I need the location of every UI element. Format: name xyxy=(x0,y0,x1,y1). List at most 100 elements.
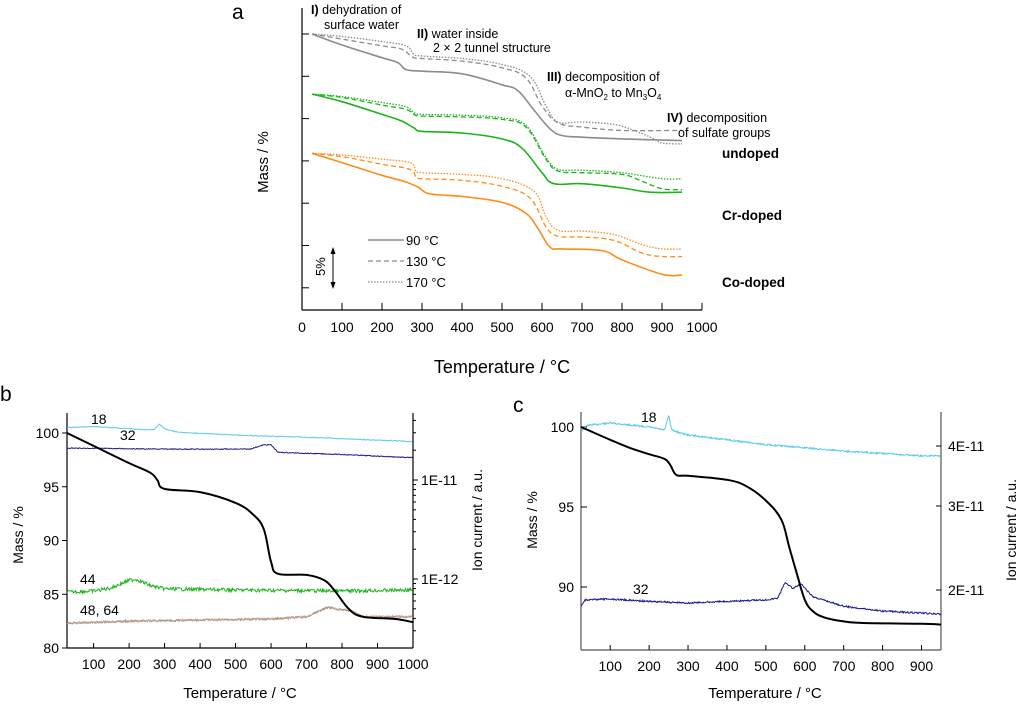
panel-a-annotations: I) dehydration of surface water II) wate… xyxy=(311,3,785,290)
panel-a-x-tick-label: 800 xyxy=(610,319,634,335)
ion-label-c-1: 18 xyxy=(641,409,657,425)
panel-a-label: a xyxy=(232,1,244,24)
panel-b-y2label: Ion current / a.u. xyxy=(469,469,485,571)
panel-c-x-tick-label: 400 xyxy=(715,658,739,674)
annotation-4-line2: of sulfate groups xyxy=(678,126,770,140)
mass-curve-c xyxy=(580,426,942,626)
annotation-1-line2: surface water xyxy=(324,18,399,32)
ion-label-b-2: 32 xyxy=(120,427,136,443)
panel-c-ylabel: Mass / % xyxy=(524,491,540,549)
panel-c-y-tick-label: 95 xyxy=(558,499,574,515)
panel-c-x-tick-label: 300 xyxy=(676,658,700,674)
series-undoped-dotted xyxy=(311,33,683,145)
panel-c-y2-tick-label: 3E-11 xyxy=(948,498,985,514)
panel-c-y-tick-label: 100 xyxy=(551,419,575,435)
panel-a-x-tick-label: 0 xyxy=(298,319,306,335)
panel-c-y2label: Ion current / a.u. xyxy=(1003,479,1019,581)
panel-b-x-tick-label: 900 xyxy=(366,656,390,672)
series-undoped-solid xyxy=(311,33,683,142)
panel-a-xlabel: Temperature / °C xyxy=(434,357,570,377)
panel-a-x-tick-label: 400 xyxy=(450,319,474,335)
panel-b-y-tick-label: 95 xyxy=(43,479,59,495)
ion-curve-b-18 xyxy=(67,423,413,443)
panel-b-y-tick-label: 90 xyxy=(43,533,59,549)
panel-b-y-tick-label: 80 xyxy=(43,640,59,656)
series-co-doped-solid xyxy=(311,152,683,277)
mass-curve-b xyxy=(66,432,414,624)
panel-a-legend: 90 °C 130 °C 170 °C 5% xyxy=(313,233,446,290)
panel-a-x-tick-label: 700 xyxy=(570,319,594,335)
panel-a-x-tick-label: 900 xyxy=(650,319,674,335)
panel-c-x-tick-label: 100 xyxy=(599,658,623,674)
panel-a-x-tick-label: 100 xyxy=(330,319,354,335)
scale-bar-arrow xyxy=(330,247,336,289)
panel-a-x-tick-label: 500 xyxy=(490,319,514,335)
panel-a-series xyxy=(311,33,683,277)
panel-c-label: c xyxy=(513,394,524,417)
annotation-2-line2: 2 × 2 tunnel structure xyxy=(433,41,551,55)
panel-b-y2-tick-label: 1E-11 xyxy=(421,472,458,488)
ion-label-b-4: 48, 64 xyxy=(80,602,119,618)
panel-b-series: 18 32 44 48, 64 xyxy=(66,411,414,625)
legend-label-170: 170 °C xyxy=(406,275,446,290)
panel-b-x-tick-label: 700 xyxy=(295,656,319,672)
panel-c-xlabel: Temperature / °C xyxy=(708,685,822,702)
series-cr-doped-dotted xyxy=(311,93,683,180)
panel-a-axes: 0 100 200 300 400 500 600 700 800 900 1000 xyxy=(298,8,718,335)
annotation-4: IV) decomposition xyxy=(667,111,767,125)
panel-c-x-tick-label: 500 xyxy=(754,658,778,674)
ion-curve-c-18 xyxy=(580,414,941,458)
ion-curve-c-32 xyxy=(580,581,942,616)
panel-a-x-tick-label: 1000 xyxy=(686,319,717,335)
panel-c-y2-tick-label: 4E-11 xyxy=(948,438,985,454)
legend-label-90: 90 °C xyxy=(406,233,439,248)
panel-a-x-tick-label: 300 xyxy=(410,319,434,335)
series-co-doped-dashed xyxy=(311,152,683,258)
ion-curve-b-32 xyxy=(66,443,413,459)
annotation-1: I) dehydration of xyxy=(311,3,402,17)
panel-b-x-tick-label: 500 xyxy=(224,656,248,672)
panel-a-ylabel: Mass / % xyxy=(255,131,272,193)
ion-curve-b-44 xyxy=(66,577,414,595)
panel-b-xlabel: Temperature / °C xyxy=(183,685,297,702)
panel-b-y2-tick-label: 1E-12 xyxy=(421,571,459,587)
panel-b-x-tick-label: 200 xyxy=(117,656,141,672)
panel-c-x-tick-label: 700 xyxy=(832,658,856,674)
ion-label-c-2: 32 xyxy=(633,581,649,597)
group-label-cr-doped: Cr-doped xyxy=(722,208,782,223)
panel-c-x-tick-label: 900 xyxy=(910,658,934,674)
panel-b-y-tick-label: 85 xyxy=(43,586,59,602)
group-label-undoped: undoped xyxy=(722,146,779,161)
panel-b-axes: 80 85 90 95 100 100 200 300 400 500 600 700 800 900 10… xyxy=(36,413,459,672)
panel-c-y-tick-label: 90 xyxy=(558,579,574,595)
panel-b-y-tick-label: 100 xyxy=(36,425,60,441)
panel-b-x-tick-label: 1000 xyxy=(397,656,428,672)
annotation-3: III) decomposition of xyxy=(547,70,660,84)
ion-label-b-3: 44 xyxy=(80,571,96,587)
panel-b-x-tick-label: 100 xyxy=(82,656,106,672)
panel-b-ylabel: Mass / % xyxy=(10,506,26,564)
panel-b-x-tick-label: 300 xyxy=(153,656,177,672)
panel-a: a 0 100 200 300 400 500 600 700 800 900 1000 I) de… xyxy=(232,1,785,377)
group-label-co-doped: Co-doped xyxy=(722,275,785,290)
panel-a-x-tick-label: 200 xyxy=(370,319,394,335)
series-cr-doped-solid xyxy=(311,93,683,194)
panel-c-x-tick-label: 200 xyxy=(637,658,661,674)
scale-bar-label: 5% xyxy=(313,257,328,276)
annotation-2: II) water inside xyxy=(417,27,498,41)
annotation-3-line2: α-MnO2 to Mn3O4 xyxy=(565,86,662,102)
panel-b-x-tick-label: 600 xyxy=(259,656,283,672)
legend-label-130: 130 °C xyxy=(406,254,446,269)
panel-c-axes: 90 95 100 100 200 300 400 500 600 700 800 900 4E-11 3… xyxy=(551,412,985,674)
panel-c-y2-tick-label: 2E-11 xyxy=(948,582,985,598)
panel-b-label: b xyxy=(0,383,12,406)
ion-curve-b-64 xyxy=(66,605,413,625)
panel-c: c 90 95 100 100 200 300 400 500 600 700 800 900 4E-1… xyxy=(513,394,1019,702)
panel-b-x-tick-label: 800 xyxy=(330,656,354,672)
panel-c-x-tick-label: 800 xyxy=(871,658,895,674)
ion-label-b-1: 18 xyxy=(91,411,107,427)
panel-c-x-tick-label: 600 xyxy=(793,658,817,674)
panel-b-x-tick-label: 400 xyxy=(188,656,212,672)
